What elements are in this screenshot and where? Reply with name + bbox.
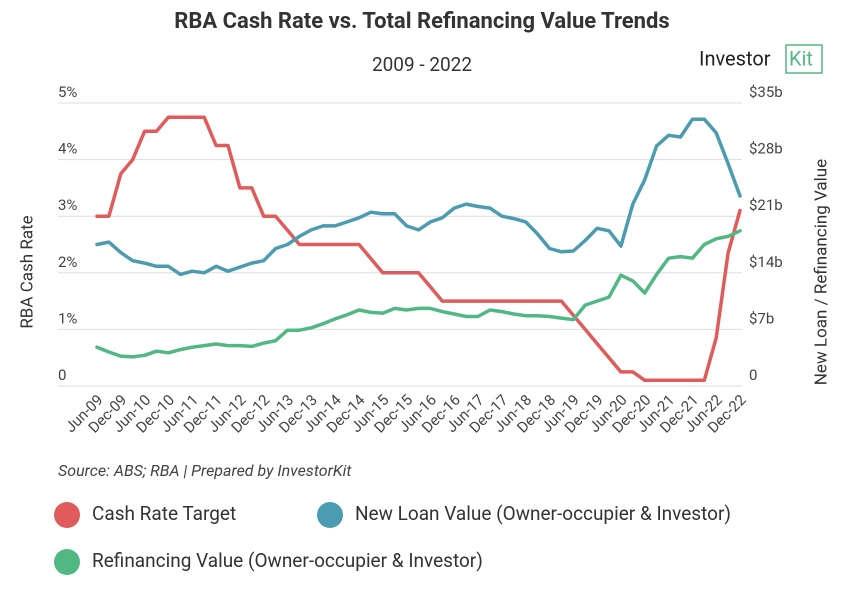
chart-subtitle: 2009 - 2022	[372, 53, 472, 76]
legend-swatch	[54, 549, 80, 575]
legend-swatch	[317, 502, 343, 528]
y2-tick-label: 0	[749, 366, 757, 384]
legend-swatch	[54, 502, 80, 528]
y2-axis-label: New Loan / Refinancing Value	[811, 159, 831, 385]
legend-label: New Loan Value (Owner-occupier & Investo…	[355, 502, 731, 525]
source-note: Source: ABS; RBA | Prepared by InvestorK…	[58, 461, 352, 480]
legend-label: Cash Rate Target	[92, 502, 236, 525]
logo-text: Investor	[699, 46, 771, 70]
y-tick-label: 5%	[58, 83, 77, 101]
y-tick-label: 0	[58, 366, 66, 384]
y-tick-label: 2%	[58, 253, 77, 271]
series-line	[95, 229, 742, 359]
y2-tick-label: $28b	[749, 140, 783, 158]
series-line	[95, 117, 742, 277]
y2-tick-label: $14b	[749, 253, 783, 271]
chart-title: RBA Cash Rate vs. Total Refinancing Valu…	[174, 9, 669, 34]
y-axis-label: RBA Cash Rate	[17, 215, 37, 328]
y-tick-label: 4%	[58, 140, 77, 158]
y-tick-label: 1%	[58, 309, 77, 327]
y2-tick-label: $7b	[749, 309, 774, 327]
legend-label: Refinancing Value (Owner-occupier & Inve…	[92, 549, 483, 572]
y-tick-label: 3%	[58, 196, 77, 214]
logo-accent: Kit	[789, 46, 813, 70]
logo-box	[785, 44, 823, 74]
y2-tick-label: $21b	[749, 196, 783, 214]
y2-tick-label: $35b	[749, 83, 783, 101]
series-line	[95, 115, 742, 383]
